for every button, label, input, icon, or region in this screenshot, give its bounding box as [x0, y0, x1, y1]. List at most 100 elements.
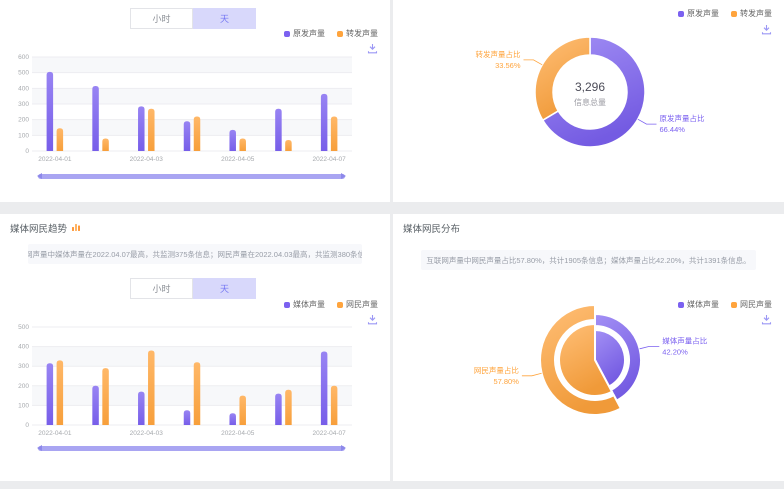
slice-label-name: 转发声量占比	[476, 49, 521, 59]
origin-forward-donut-chart[interactable]: 原发声量占比 66.44% 转发声量占比 33.56% 3,296 信息总量	[393, 0, 784, 202]
bar-原发声量	[92, 85, 99, 151]
bar-转发声量	[193, 116, 201, 151]
legend-marker	[731, 10, 737, 17]
legend-label: 转发声量	[740, 9, 772, 18]
slice-label-pct: 42.20%	[662, 347, 688, 356]
legend-marker	[337, 30, 343, 37]
bar-网民声量	[102, 368, 109, 425]
time-granularity-toggle: 小时 天	[130, 278, 256, 299]
y-tick-label: 400	[18, 85, 29, 92]
legend-item-media[interactable]: 媒体声量	[678, 299, 719, 310]
slice-转发声量占比	[534, 36, 591, 122]
toggle-hour-button[interactable]: 小时	[130, 278, 193, 299]
x-tick-label: 2022-04-01	[38, 430, 72, 437]
y-tick-label: 400	[18, 344, 29, 351]
legend-item-origin[interactable]: 原发声量	[678, 8, 719, 19]
origin-forward-bar-chart[interactable]: 0 100 200 300 400 500 600 2022-04-01 2022-04-03 2…	[6, 52, 358, 164]
panel-title: 媒体网民趋势	[10, 221, 81, 235]
legend-item-netizen[interactable]: 网民声量	[731, 299, 772, 310]
legend: 原发声量 转发声量	[284, 28, 378, 39]
legend-item-forward[interactable]: 转发声量	[731, 8, 772, 19]
slice-label-name: 原发声量占比	[660, 113, 705, 123]
y-tick-label: 200	[18, 383, 29, 390]
bar-网民声量	[56, 360, 64, 425]
bar-原发声量	[229, 129, 236, 151]
toggle-day-button[interactable]: 天	[193, 8, 256, 29]
legend-item-netizen[interactable]: 网民声量	[337, 299, 378, 310]
y-tick-label: 600	[18, 54, 29, 61]
panel-title-text: 媒体网民分布	[403, 224, 461, 235]
y-tick-label: 500	[18, 324, 29, 331]
datazoom-slider[interactable]	[37, 173, 346, 179]
panel-media-netizen-trend: 媒体网民趋势 互联网声量中媒体声量在2022.04.07最高，共监测375条信息…	[0, 214, 390, 481]
bar-网民声量	[330, 385, 338, 425]
y-tick-label: 200	[18, 117, 29, 124]
media-netizen-bar-chart[interactable]: 0 100 200 300 400 500 2022-04-01 2022-04-03 2022…	[6, 322, 358, 438]
legend-marker	[284, 30, 290, 37]
bar-媒体声量	[46, 363, 54, 425]
legend-marker	[731, 301, 737, 308]
y-tick-label: 100	[18, 132, 29, 139]
legend-marker	[678, 10, 684, 17]
download-icon[interactable]	[367, 314, 378, 325]
bar-转发声量	[330, 116, 338, 151]
bar-转发声量	[102, 138, 109, 151]
bar-媒体声量	[183, 410, 191, 425]
bar-原发声量	[138, 106, 145, 151]
y-tick-label: 0	[25, 148, 29, 155]
x-tick-label: 2022-04-03	[130, 156, 164, 163]
toggle-hour-button[interactable]: 小时	[130, 8, 193, 29]
x-tick-label: 2022-04-07	[313, 430, 347, 437]
y-tick-label: 0	[25, 422, 29, 429]
legend-item-media[interactable]: 媒体声量	[284, 299, 325, 310]
x-tick-label: 2022-04-05	[221, 430, 255, 437]
bar-媒体声量	[138, 391, 145, 425]
bar-媒体声量	[229, 413, 236, 425]
legend: 媒体声量 网民声量	[678, 299, 772, 310]
bar-转发声量	[239, 138, 246, 151]
bar-原发声量	[275, 108, 282, 151]
legend-item-forward[interactable]: 转发声量	[337, 28, 378, 39]
y-tick-label: 500	[18, 70, 29, 77]
legend: 媒体声量 网民声量	[284, 299, 378, 310]
legend-label: 网民声量	[740, 300, 772, 309]
donut-center-value: 3,296	[575, 80, 605, 94]
y-tick-label: 300	[18, 363, 29, 370]
panel-title-text: 媒体网民趋势	[10, 224, 68, 235]
slice-label-pct: 33.56%	[495, 61, 521, 70]
legend-marker	[284, 301, 290, 308]
y-tick-label: 100	[18, 402, 29, 409]
legend-label: 网民声量	[346, 300, 378, 309]
slice-label-pct: 57.80%	[493, 377, 519, 386]
datazoom-slider[interactable]	[37, 445, 346, 451]
x-tick-label: 2022-04-05	[221, 156, 255, 163]
toggle-day-button[interactable]: 天	[193, 278, 256, 299]
x-tick-label: 2022-04-07	[313, 156, 347, 163]
bar-媒体声量	[275, 393, 282, 425]
panel-origin-forward-distribution: 原发声量 转发声量 原发声量占比 66.44% 转发声量占比 33.56% 3,296 信…	[393, 0, 784, 202]
bar-原发声量	[320, 93, 328, 151]
time-granularity-toggle: 小时 天	[130, 8, 256, 29]
legend-label: 原发声量	[687, 9, 719, 18]
panel-origin-forward-trend: 小时 天 原发声量 转发声量 0 100 200 300 400 500 600 2022-0…	[0, 0, 390, 202]
download-icon[interactable]	[761, 314, 772, 325]
slice-label-pct: 66.44%	[660, 125, 686, 134]
bar-转发声量	[148, 108, 155, 151]
panel-title: 媒体网民分布	[403, 221, 460, 235]
legend-item-origin[interactable]: 原发声量	[284, 28, 325, 39]
x-tick-label: 2022-04-03	[130, 430, 164, 437]
bar-网民声量	[148, 350, 155, 425]
legend-label: 媒体声量	[687, 300, 719, 309]
download-icon[interactable]	[761, 24, 772, 35]
legend-label: 原发声量	[293, 29, 325, 38]
legend: 原发声量 转发声量	[678, 8, 772, 19]
media-netizen-rose-chart[interactable]: 媒体声量占比 42.20% 网民声量占比 57.80%	[393, 214, 784, 481]
bar-chart-icon	[71, 222, 81, 235]
y-tick-label: 300	[18, 101, 29, 108]
panel-media-netizen-distribution: 媒体网民分布 互联网声量中网民声量占比57.80%，共计1905条信息；媒体声量…	[393, 214, 784, 481]
bar-原发声量	[183, 121, 191, 151]
download-icon[interactable]	[367, 43, 378, 54]
slice-原发声量占比	[541, 36, 646, 148]
donut-center-label: 信息总量	[574, 97, 606, 107]
